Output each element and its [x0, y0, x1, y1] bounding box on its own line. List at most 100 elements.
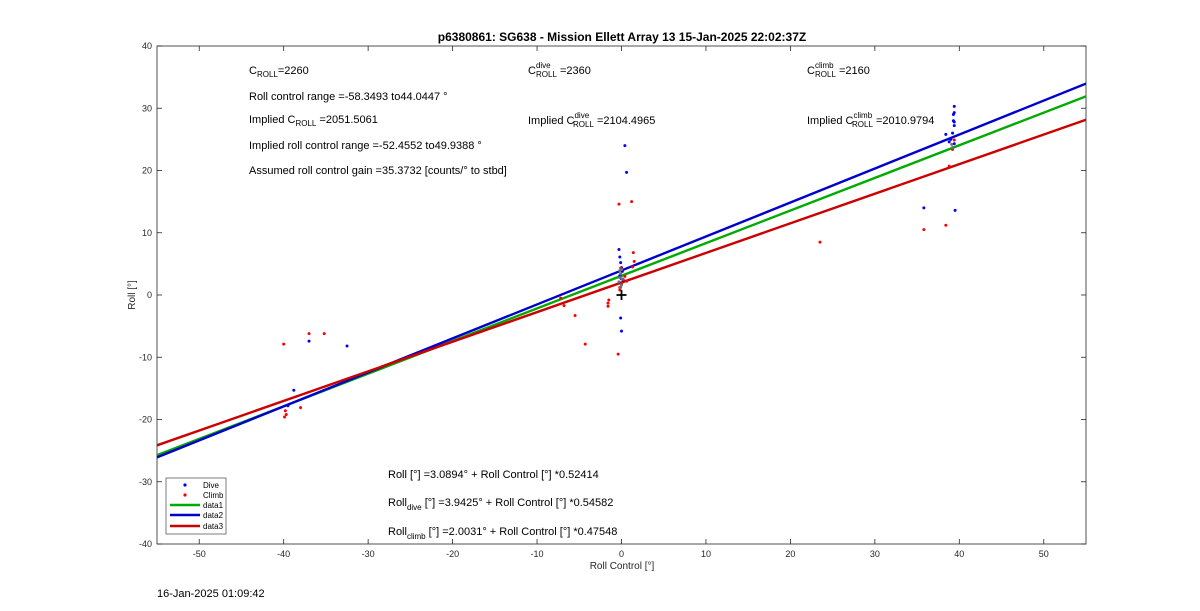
climb-point	[632, 259, 636, 263]
other-point	[950, 142, 954, 146]
climb-point	[322, 332, 326, 336]
dive-point	[944, 132, 948, 136]
climb-point	[623, 274, 627, 278]
dive-point	[292, 388, 296, 392]
implied-roll-range-text: Implied roll control range =-52.4552 to4…	[249, 140, 482, 152]
roll-control-range-text: Roll control range =-58.3493 to44.0447 °	[249, 91, 448, 103]
y-tick-label: -20	[139, 415, 152, 425]
climb-point	[284, 413, 288, 417]
fit-equation-dive: Rolldive [°] =3.9425° + Roll Control [°]…	[388, 497, 613, 512]
climb-point	[283, 415, 287, 419]
y-tick-label: 10	[142, 228, 152, 238]
climb-point	[573, 314, 577, 318]
climb-point	[562, 304, 566, 308]
other-point	[617, 280, 621, 284]
climb-point	[607, 298, 611, 302]
dive-point	[619, 316, 623, 320]
y-tick-label: -40	[139, 539, 152, 549]
dive-point	[623, 144, 627, 148]
origin-marker	[616, 290, 627, 300]
legend-climb-marker	[183, 493, 187, 497]
chart-title: p6380861: SG638 - Mission Ellett Array 1…	[438, 30, 806, 44]
climb-point	[307, 332, 311, 336]
climb-point	[583, 342, 587, 346]
y-tick-label: 40	[142, 41, 152, 51]
y-axis-ticks: -40 -30 -20 -10 0 10 20 30 40	[139, 41, 1086, 549]
roll-control-gain-text: Assumed roll control gain =35.3732 [coun…	[249, 165, 507, 177]
other-point	[620, 267, 623, 271]
legend-data3-label: data3	[203, 522, 224, 531]
dive-point	[625, 170, 629, 174]
x-tick-label: 10	[701, 549, 711, 559]
dive-point	[617, 248, 621, 252]
legend-data1-label: data1	[203, 501, 224, 510]
c-roll-dive-text: Cdive ROLL =2360	[528, 61, 591, 79]
climb-point	[630, 200, 634, 204]
x-tick-label: -50	[193, 549, 206, 559]
x-tick-label: -40	[277, 549, 290, 559]
climb-point	[618, 288, 622, 292]
y-tick-label: 0	[147, 290, 152, 300]
scatter-points	[282, 104, 957, 419]
climb-point	[282, 342, 286, 346]
dive-point	[620, 329, 623, 333]
legend: Dive Climb data1 data2 data3	[165, 477, 227, 535]
climb-point	[947, 164, 951, 168]
dive-point	[947, 140, 951, 144]
climb-point	[952, 138, 956, 142]
x-tick-label: -30	[362, 549, 375, 559]
other-point	[951, 145, 955, 149]
fit-equation-all: Roll [°] =3.0894° + Roll Control [°] *0.…	[388, 469, 599, 481]
x-tick-label: 0	[619, 549, 624, 559]
y-tick-label: -30	[139, 477, 152, 487]
dive-point	[286, 404, 290, 408]
implied-c-roll-text: Implied CROLL =2051.5061	[249, 114, 378, 128]
generated-timestamp: 16-Jan-2025 01:09:42	[157, 588, 265, 600]
implied-c-roll-climb-text: Implied Cclimb ROLL =2010.9794	[807, 111, 934, 129]
legend-climb-label: Climb	[203, 491, 224, 500]
other-point	[620, 277, 624, 281]
x-tick-label: 50	[1039, 549, 1049, 559]
climb-point	[818, 240, 822, 244]
other-point	[619, 286, 623, 290]
climb-point	[616, 352, 620, 356]
dive-point	[619, 261, 623, 265]
x-axis-label: Roll Control [°]	[590, 561, 655, 572]
y-tick-label: 30	[142, 103, 152, 113]
x-tick-label: -10	[531, 549, 544, 559]
dive-point	[345, 344, 349, 348]
climb-point	[922, 228, 926, 232]
annotations-top: CROLL=2260 Roll control range =-58.3493 …	[249, 61, 934, 177]
fit-equations: Roll [°] =3.0894° + Roll Control [°] *0.…	[388, 469, 617, 541]
other-point	[619, 272, 623, 276]
x-tick-label: -20	[446, 549, 459, 559]
x-axis-ticks: -50 -40 -30 -20 -10 0 10 20 30 40 50	[193, 46, 1049, 559]
climb-point	[283, 409, 287, 413]
dive-point	[618, 255, 622, 259]
climb-point	[299, 406, 303, 410]
climb-point	[559, 296, 563, 300]
dive-point	[952, 120, 956, 124]
dive-point	[952, 104, 956, 108]
fit-equation-climb: Rollclimb [°] =2.0031° + Roll Control [°…	[388, 526, 617, 541]
x-tick-label: 20	[785, 549, 795, 559]
y-axis-label: Roll [°]	[127, 280, 138, 310]
implied-c-roll-dive-text: Implied Cdive ROLL =2104.4965	[528, 111, 655, 129]
c-roll-climb-text: Cclimb ROLL =2160	[807, 61, 870, 79]
legend-dive-label: Dive	[203, 481, 220, 490]
climb-point	[617, 202, 621, 206]
y-tick-label: -10	[139, 352, 152, 362]
c-roll-text: CROLL=2260	[249, 65, 309, 79]
other-point	[618, 276, 622, 280]
dive-point	[952, 142, 956, 146]
climb-point	[630, 265, 634, 269]
legend-dive-marker	[183, 483, 187, 487]
dive-point	[307, 339, 311, 343]
x-tick-label: 40	[954, 549, 964, 559]
legend-data2-label: data2	[203, 511, 224, 520]
climb-point	[631, 251, 635, 255]
climb-point	[606, 304, 610, 308]
y-tick-label: 20	[142, 166, 152, 176]
climb-point	[606, 301, 610, 305]
dive-point	[951, 131, 955, 135]
